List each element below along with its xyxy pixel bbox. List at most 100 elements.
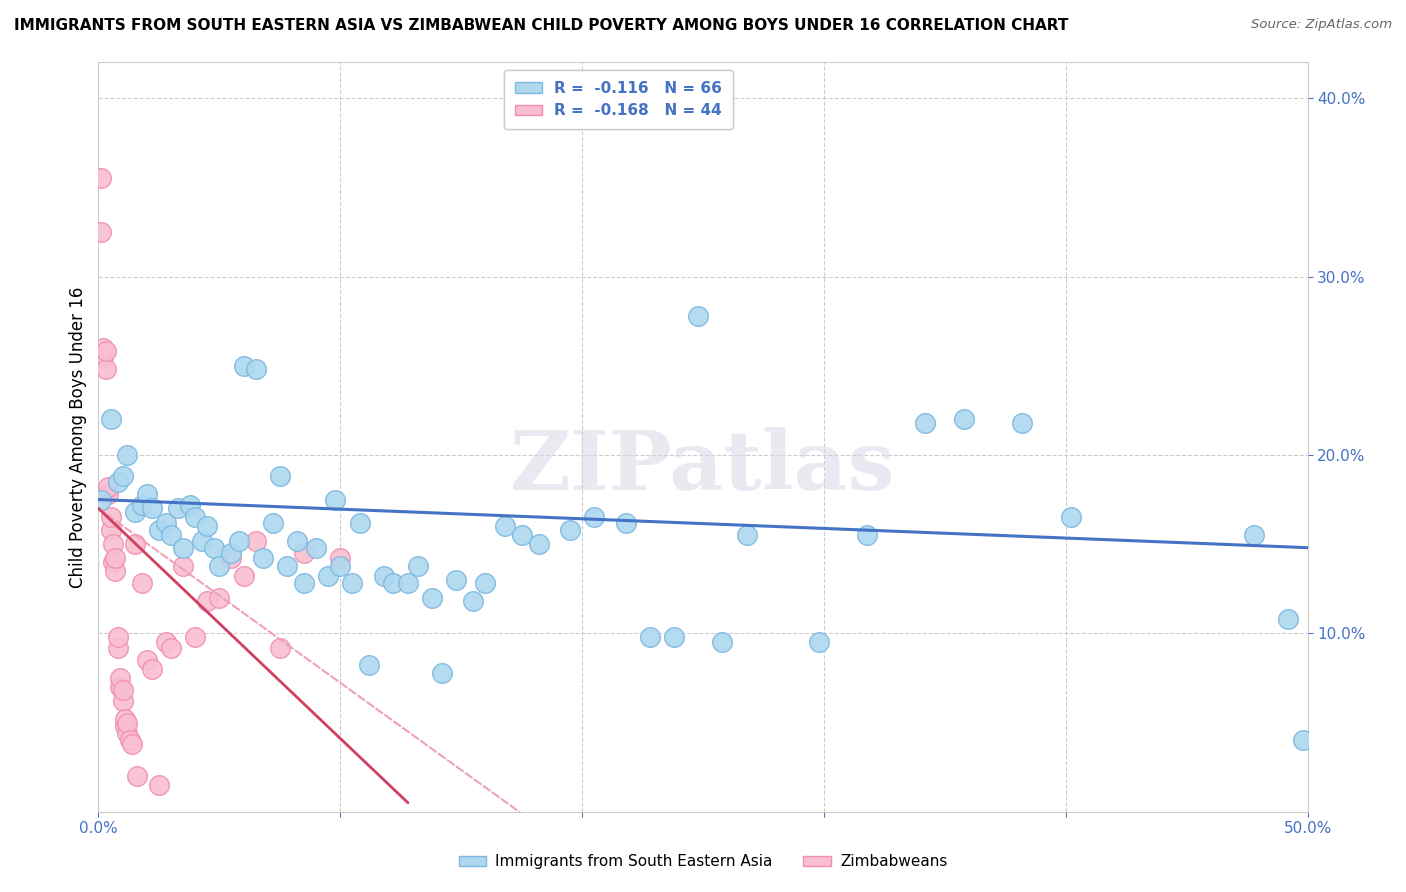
- Point: [583, 510, 606, 524]
- Point: [124, 505, 146, 519]
- Point: [107, 630, 129, 644]
- Point: [325, 492, 347, 507]
- Point: [221, 546, 243, 560]
- Point: [262, 516, 284, 530]
- Point: [97, 487, 120, 501]
- Point: [117, 448, 139, 462]
- Point: [100, 412, 122, 426]
- Point: [141, 501, 163, 516]
- Point: [269, 469, 291, 483]
- Point: [558, 523, 581, 537]
- Point: [117, 715, 139, 730]
- Point: [269, 640, 291, 655]
- Point: [155, 635, 177, 649]
- Point: [1243, 528, 1265, 542]
- Point: [430, 665, 453, 680]
- Point: [292, 546, 315, 560]
- Point: [208, 558, 231, 573]
- Point: [276, 558, 298, 573]
- Point: [662, 630, 685, 644]
- Point: [135, 653, 157, 667]
- Point: [228, 533, 250, 548]
- Point: [172, 541, 194, 555]
- Point: [90, 225, 112, 239]
- Point: [204, 541, 226, 555]
- Point: [155, 516, 177, 530]
- Point: [195, 519, 218, 533]
- Text: ZIPatlas: ZIPatlas: [510, 427, 896, 507]
- Point: [245, 533, 267, 548]
- Point: [100, 523, 122, 537]
- Point: [208, 591, 231, 605]
- Point: [329, 551, 352, 566]
- Point: [1292, 733, 1315, 747]
- Point: [124, 537, 146, 551]
- Point: [121, 737, 143, 751]
- Point: [94, 344, 117, 359]
- Point: [179, 498, 201, 512]
- Point: [406, 558, 429, 573]
- Point: [104, 564, 127, 578]
- Point: [474, 576, 496, 591]
- Point: [953, 412, 976, 426]
- Point: [135, 487, 157, 501]
- Legend: Immigrants from South Eastern Asia, Zimbabweans: Immigrants from South Eastern Asia, Zimb…: [453, 848, 953, 875]
- Point: [91, 350, 114, 364]
- Point: [131, 576, 153, 591]
- Point: [1277, 612, 1299, 626]
- Point: [167, 501, 190, 516]
- Point: [232, 359, 254, 373]
- Point: [114, 712, 136, 726]
- Point: [131, 498, 153, 512]
- Point: [373, 569, 395, 583]
- Point: [510, 528, 533, 542]
- Point: [184, 630, 207, 644]
- Point: [614, 516, 637, 530]
- Point: [245, 362, 267, 376]
- Point: [808, 635, 831, 649]
- Point: [711, 635, 734, 649]
- Point: [221, 551, 243, 566]
- Legend: R =  -0.116   N = 66, R =  -0.168   N = 44: R = -0.116 N = 66, R = -0.168 N = 44: [503, 70, 733, 129]
- Point: [191, 533, 214, 548]
- Point: [184, 510, 207, 524]
- Point: [382, 576, 405, 591]
- Point: [160, 640, 183, 655]
- Point: [97, 480, 120, 494]
- Point: [446, 573, 468, 587]
- Text: IMMIGRANTS FROM SOUTH EASTERN ASIA VS ZIMBABWEAN CHILD POVERTY AMONG BOYS UNDER : IMMIGRANTS FROM SOUTH EASTERN ASIA VS ZI…: [14, 18, 1069, 33]
- Point: [100, 510, 122, 524]
- Point: [118, 733, 141, 747]
- Point: [688, 309, 710, 323]
- Point: [111, 683, 134, 698]
- Point: [91, 341, 114, 355]
- Point: [305, 541, 328, 555]
- Point: [160, 528, 183, 542]
- Point: [856, 528, 879, 542]
- Point: [101, 537, 124, 551]
- Point: [111, 469, 134, 483]
- Point: [349, 516, 371, 530]
- Point: [107, 640, 129, 655]
- Point: [420, 591, 443, 605]
- Point: [285, 533, 308, 548]
- Point: [232, 569, 254, 583]
- Point: [914, 416, 936, 430]
- Point: [494, 519, 516, 533]
- Point: [638, 630, 661, 644]
- Point: [148, 523, 170, 537]
- Point: [252, 551, 274, 566]
- Point: [114, 719, 136, 733]
- Point: [108, 680, 131, 694]
- Point: [104, 551, 127, 566]
- Point: [141, 662, 163, 676]
- Y-axis label: Child Poverty Among Boys Under 16: Child Poverty Among Boys Under 16: [69, 286, 87, 588]
- Point: [396, 576, 419, 591]
- Point: [1059, 510, 1081, 524]
- Point: [101, 555, 124, 569]
- Point: [107, 475, 129, 489]
- Point: [342, 576, 364, 591]
- Point: [148, 778, 170, 792]
- Point: [292, 576, 315, 591]
- Point: [90, 492, 112, 507]
